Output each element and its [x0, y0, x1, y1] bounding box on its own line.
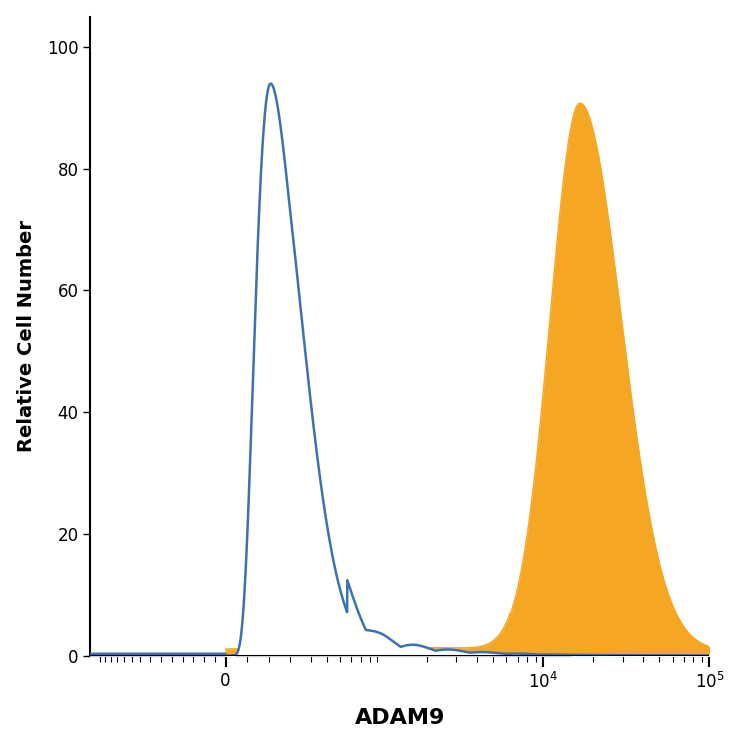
X-axis label: ADAM9: ADAM9: [355, 708, 445, 729]
Y-axis label: Relative Cell Number: Relative Cell Number: [16, 220, 36, 452]
